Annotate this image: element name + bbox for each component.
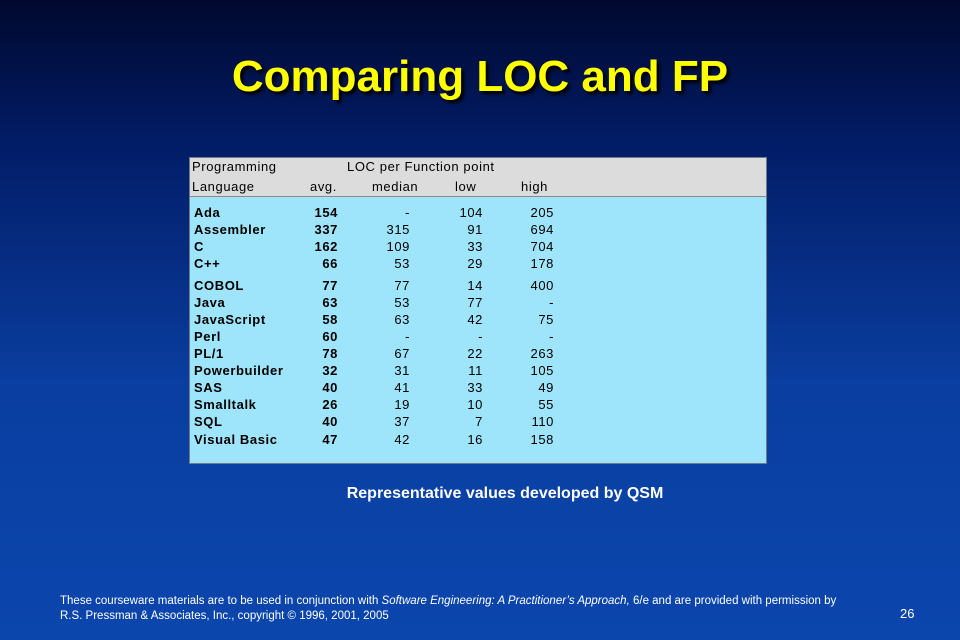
cell-median: 67 xyxy=(394,346,410,361)
cell-high: 105 xyxy=(530,363,554,378)
cell-low: 16 xyxy=(467,432,483,447)
cell-language: Java xyxy=(194,295,226,310)
header-high: high xyxy=(521,179,548,194)
cell-avg: 58 xyxy=(322,312,338,327)
cell-high: 263 xyxy=(530,346,554,361)
cell-language: C xyxy=(194,239,204,254)
slide-title: Comparing LOC and FP xyxy=(231,52,729,101)
cell-language: Perl xyxy=(194,329,221,344)
cell-language: Powerbuilder xyxy=(194,363,284,378)
footer-text-2: 6/e and are provided with permission by … xyxy=(60,595,837,622)
cell-high: 158 xyxy=(530,432,554,447)
cell-language: SQL xyxy=(194,414,223,429)
cell-avg: 78 xyxy=(322,346,338,361)
cell-median: 109 xyxy=(386,239,410,254)
cell-median: 53 xyxy=(394,256,410,271)
cell-avg: 77 xyxy=(322,278,338,293)
cell-avg: 63 xyxy=(322,295,338,310)
cell-low: 10 xyxy=(467,397,483,412)
cell-high: 704 xyxy=(530,239,554,254)
cell-language: SAS xyxy=(194,380,223,395)
cell-high: - xyxy=(549,295,554,310)
loc-fp-table: Programming LOC per Function point Langu… xyxy=(189,157,767,464)
cell-low: 42 xyxy=(467,312,483,327)
cell-low: 14 xyxy=(467,278,483,293)
cell-median: 41 xyxy=(394,380,410,395)
cell-median: 315 xyxy=(386,222,410,237)
cell-language: PL/1 xyxy=(194,346,224,361)
cell-language: JavaScript xyxy=(194,312,266,327)
cell-median: - xyxy=(405,329,410,344)
header-language: Language xyxy=(192,179,255,194)
cell-low: 33 xyxy=(467,380,483,395)
cell-low: 11 xyxy=(468,363,483,378)
cell-low: 22 xyxy=(467,346,483,361)
cell-high: 694 xyxy=(530,222,554,237)
cell-avg: 60 xyxy=(322,329,338,344)
cell-avg: 162 xyxy=(314,239,338,254)
cell-language: COBOL xyxy=(194,278,244,293)
caption: Representative values developed by QSM xyxy=(346,485,664,502)
cell-high: 110 xyxy=(531,414,554,429)
cell-avg: 40 xyxy=(322,414,338,429)
header-median: median xyxy=(372,179,419,194)
cell-median: 42 xyxy=(394,432,410,447)
cell-high: 75 xyxy=(538,312,554,327)
cell-language: C++ xyxy=(194,256,221,271)
header-loc-per-fp: LOC per Function point xyxy=(347,159,495,174)
cell-median: 63 xyxy=(394,312,410,327)
page-number: 26 xyxy=(900,606,915,621)
cell-high: 49 xyxy=(538,380,554,395)
cell-median: - xyxy=(405,205,410,220)
cell-median: 31 xyxy=(394,363,410,378)
cell-avg: 337 xyxy=(314,222,338,237)
cell-avg: 47 xyxy=(322,432,338,447)
cell-high: 400 xyxy=(530,278,554,293)
footer-text-1: These courseware materials are to be use… xyxy=(60,595,382,607)
header-programming: Programming xyxy=(192,159,277,174)
cell-language: Visual Basic xyxy=(194,432,278,447)
cell-low: - xyxy=(478,329,483,344)
cell-language: Ada xyxy=(194,205,221,220)
cell-low: 7 xyxy=(475,414,483,429)
cell-low: 33 xyxy=(467,239,483,254)
cell-avg: 32 xyxy=(322,363,338,378)
cell-median: 77 xyxy=(394,278,410,293)
footer-note: These courseware materials are to be use… xyxy=(60,594,860,624)
cell-low: 77 xyxy=(467,295,483,310)
cell-avg: 26 xyxy=(322,397,338,412)
cell-high: - xyxy=(549,329,554,344)
cell-low: 91 xyxy=(467,222,483,237)
cell-language: Assembler xyxy=(194,222,266,237)
cell-median: 53 xyxy=(394,295,410,310)
header-low: low xyxy=(455,179,477,194)
cell-median: 19 xyxy=(394,397,410,412)
footer-book-title: Software Engineering: A Practitioner’s A… xyxy=(381,595,630,607)
cell-high: 178 xyxy=(530,256,554,271)
cell-avg: 40 xyxy=(322,380,338,395)
table-header: Programming LOC per Function point Langu… xyxy=(190,158,766,197)
cell-median: 37 xyxy=(394,414,410,429)
cell-high: 55 xyxy=(538,397,554,412)
header-avg: avg. xyxy=(310,179,337,194)
cell-avg: 154 xyxy=(314,205,338,220)
cell-high: 205 xyxy=(530,205,554,220)
cell-language: Smalltalk xyxy=(194,397,257,412)
cell-low: 104 xyxy=(459,205,483,220)
cell-low: 29 xyxy=(467,256,483,271)
cell-avg: 66 xyxy=(322,256,338,271)
